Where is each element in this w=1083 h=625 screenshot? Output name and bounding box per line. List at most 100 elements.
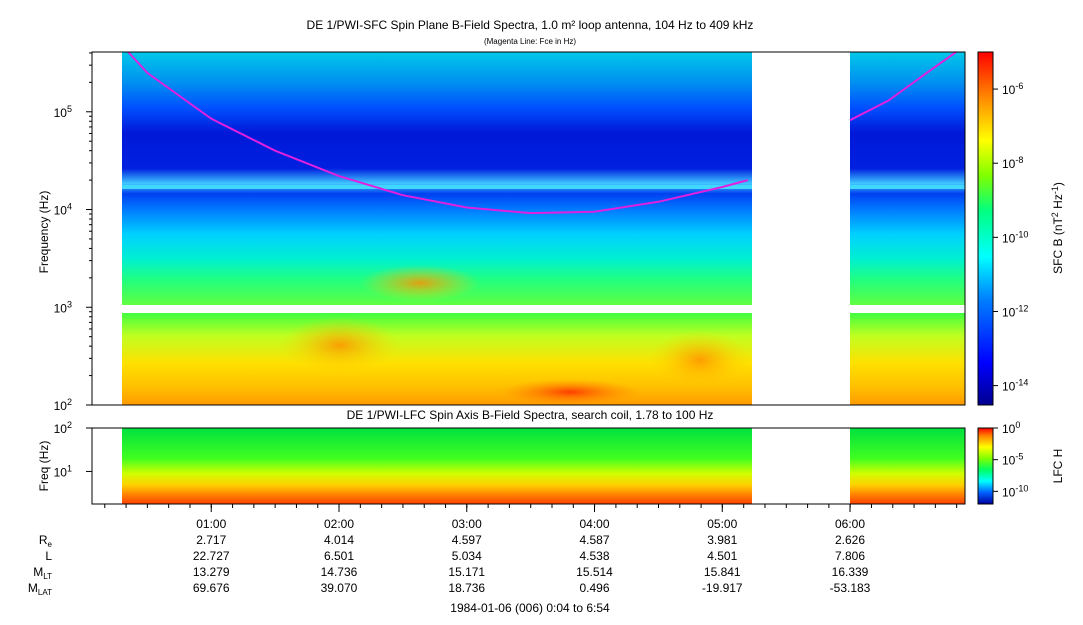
sfc-colorbar-tick-label: 10-6: [1002, 81, 1023, 97]
ephemeris-row-label-main: M: [33, 565, 43, 579]
sfc-colorbar-tick-label-base: 10: [1002, 305, 1016, 319]
sfc-colorbar-scale: [977, 51, 994, 406]
lfc-colorbar-tick-label-base: 10: [1002, 454, 1016, 468]
sfc-y-tick-label-exp: 5: [67, 104, 72, 114]
ephemeris-table: Re 2.717 4.014 4.597 4.587 3.981 2.626 L 22.727 6…: [28, 533, 871, 597]
lfc-band: [122, 428, 752, 504]
ephemeris-value: 15.171: [448, 565, 485, 579]
sfc-colorbar-label-exp1: 2: [1050, 212, 1060, 217]
ephemeris-value: 6.501: [324, 549, 354, 563]
sfc-colorbar-tick-label-exp: -8: [1015, 155, 1023, 165]
ephemeris-value: 69.676: [193, 581, 230, 595]
sfc-y-tick-label-base: 10: [54, 204, 68, 218]
ephemeris-row-label-sub: e: [48, 540, 53, 549]
lfc-colorbar-tick-label-base: 10: [1002, 422, 1016, 436]
lfc-colorbar-tick-label-base: 10: [1002, 485, 1016, 499]
time-range-footer: 1984-01-06 (006) 0:04 to 6:54: [450, 601, 610, 615]
ephemeris-value: 16.339: [832, 565, 869, 579]
sfc-y-tick-label: 105: [54, 104, 72, 120]
sfc-colorbar-tick-label-exp: -6: [1015, 81, 1023, 91]
sfc-y-axis-label: Frequency (Hz): [37, 191, 51, 274]
sfc-colorbar-label-end: ): [1051, 182, 1065, 186]
sfc-y-tick-label-base: 10: [54, 106, 68, 120]
lfc-band-2: [850, 428, 965, 504]
lfc-colorbar-tick-label: 10-5: [1002, 452, 1023, 468]
sfc-colorbar-tick-label-base: 10: [1002, 380, 1016, 394]
panel2-title: DE 1/PWI-LFC Spin Axis B-Field Spectra, …: [347, 408, 714, 422]
sfc-emission-spot-3: [360, 265, 480, 301]
ephemeris-row-label: MLT: [33, 565, 52, 581]
sfc-colorbar-label: SFC B (nT2 Hz-1): [1050, 182, 1065, 274]
lfc-y-tick-label-exp: 1: [67, 463, 72, 473]
sfc-colorbar-label-exp2: -1: [1050, 186, 1060, 194]
sfc-y-tick-label-exp: 3: [67, 299, 72, 309]
ephemeris-row-label-main: R: [39, 533, 48, 547]
lfc-colorbar-tick-label: 10-10: [1002, 483, 1028, 499]
lfc-colorbar-tick-label-exp: -5: [1015, 452, 1023, 462]
ephemeris-row-label-sub: LAT: [38, 588, 52, 597]
ephemeris-value: 13.279: [193, 565, 230, 579]
ephemeris-value: 14.736: [321, 565, 358, 579]
lfc-colorbar-tick-label-exp: -10: [1015, 483, 1028, 493]
lfc-y-tick-label-base: 10: [54, 422, 68, 436]
sfc-band-lower-2: [850, 313, 965, 405]
time-tick-label: 01:00: [196, 517, 226, 531]
sfc-emission-spot-2: [280, 317, 400, 373]
ephemeris-row-label-main: M: [28, 581, 38, 595]
sfc-colorbar-tick-label: 10-8: [1002, 155, 1023, 171]
ephemeris-value: 5.034: [452, 549, 482, 563]
sfc-colorbar-tick-label-base: 10: [1002, 231, 1016, 245]
ephemeris-value: 39.070: [321, 581, 358, 595]
sfc-y-tick-label-exp: 2: [67, 397, 72, 407]
ephemeris-value: 22.727: [193, 549, 230, 563]
ephemeris-row-label-main: L: [45, 549, 52, 563]
ephemeris-row-label: MLAT: [28, 581, 52, 597]
ephemeris-value: 3.981: [707, 533, 737, 547]
sfc-colorbar-tick-label: 10-14: [1002, 378, 1028, 394]
ephemeris-value: 2.717: [196, 533, 226, 547]
ephemeris-value: 15.841: [704, 565, 741, 579]
lfc-colorbar-label: LFC H: [1051, 449, 1065, 484]
ephemeris-row-label-sub: LT: [43, 572, 52, 581]
ephemeris-row-label: L: [45, 549, 52, 563]
lfc-colorbar-tick-label: 100: [1002, 420, 1020, 436]
ephemeris-value: 7.806: [835, 549, 865, 563]
sfc-y-tick-label: 104: [54, 202, 72, 218]
sfc-colorbar-tick-label-base: 10: [1002, 157, 1016, 171]
lfc-y-tick-label-base: 10: [54, 465, 68, 479]
ephemeris-value: 4.587: [579, 533, 609, 547]
time-tick-label: 03:00: [452, 517, 482, 531]
panel1-subtitle: (Magenta Line: Fce in Hz): [484, 37, 576, 46]
sfc-colorbar-tick-label-exp: -14: [1015, 378, 1028, 388]
time-tick-label: 02:00: [324, 517, 354, 531]
sfc-colorbar-label-mid: Hz: [1051, 194, 1065, 212]
ephemeris-value: -53.183: [830, 581, 871, 595]
sfc-colorbar-tick-label: 10-10: [1002, 229, 1028, 245]
sfc-y-tick-label-base: 10: [54, 301, 68, 315]
lfc-y-tick-label: 101: [54, 463, 72, 479]
sfc-y-tick-label: 103: [54, 299, 72, 315]
sfc-band-upper: [122, 52, 752, 305]
lfc-y-axis-label: Freq (Hz): [37, 441, 51, 492]
ephemeris-value: 4.501: [707, 549, 737, 563]
sfc-y-tick-label: 102: [54, 397, 72, 413]
ephemeris-value: 18.736: [448, 581, 485, 595]
sfc-colorbar-tick-label-exp: -12: [1015, 303, 1028, 313]
sfc-colorbar-tick-label-exp: -10: [1015, 229, 1028, 239]
time-axis: 01:00 02:00 03:00 04:00 05:00 06:00: [92, 503, 965, 531]
lfc-y-tick-label: 102: [54, 420, 72, 436]
lfc-colorbar-scale: [977, 427, 994, 505]
ephemeris-value: 2.626: [835, 533, 865, 547]
panel1-title: DE 1/PWI-SFC Spin Plane B-Field Spectra,…: [307, 18, 754, 32]
sfc-emission-spot-4: [650, 330, 750, 390]
ephemeris-row-label: Re: [39, 533, 53, 549]
